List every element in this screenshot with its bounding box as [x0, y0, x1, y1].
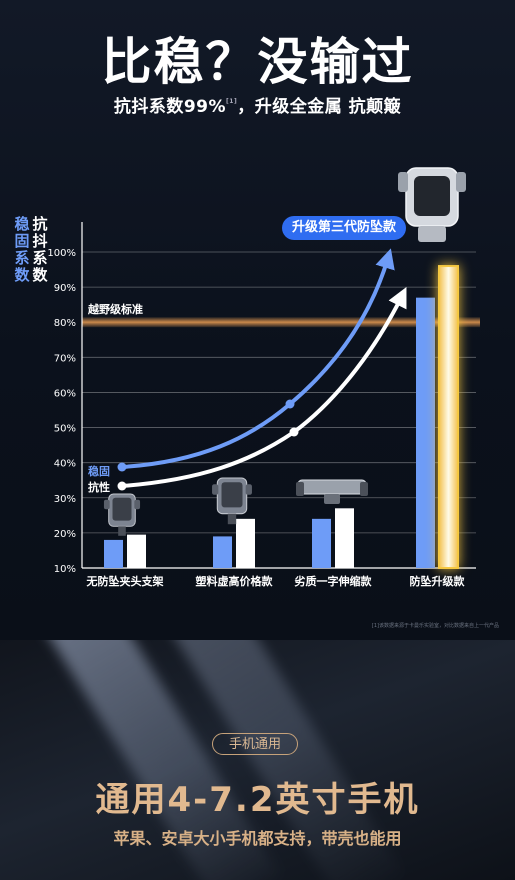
bar-stability — [416, 297, 435, 568]
bar-resistance — [236, 518, 255, 568]
resistance-curve-label: 抗性 — [88, 480, 110, 494]
product-image-upgraded-holder — [398, 167, 466, 242]
holder-arm-left — [296, 482, 304, 496]
compatibility-section — [0, 640, 515, 880]
holder-arm-left — [103, 499, 110, 510]
page-subtitle: 抗抖系数99%[1]，升级全金属 抗颠簸 — [0, 92, 515, 117]
y-axis-label-char: 系 — [14, 249, 30, 267]
holder-face — [112, 497, 132, 521]
y-axis-label-char: 数 — [14, 266, 30, 284]
page-title: 比稳？没输过 — [101, 33, 414, 91]
chart-footnote: [1]该数据来源于卡曼乐实验室，对比数据来自上一代产品 — [371, 623, 499, 629]
stability-curve-point — [117, 462, 127, 472]
compatibility-subtitle: 苹果、安卓大小手机都支持，带壳也能用 — [113, 829, 402, 848]
subtitle-footnote-marker: [1] — [226, 98, 238, 105]
compatibility-headline: 通用4-7.2英寸手机 — [95, 780, 420, 820]
bar-stability — [104, 539, 123, 568]
y-axis-label-shake-resistance: 抗抖系数 — [31, 216, 49, 284]
stability-curve-point — [285, 399, 295, 409]
y-tick-label: 40% — [54, 459, 76, 470]
subtitle-tail: ，升级全金属 抗颠簸 — [237, 97, 402, 117]
bar-resistance — [127, 534, 146, 568]
y-axis-label-char: 稳 — [14, 215, 30, 233]
reference-line — [82, 317, 480, 328]
holder-arm-right — [245, 484, 252, 495]
holder-arm-right — [456, 172, 466, 192]
holder-bar — [297, 479, 367, 495]
y-axis-label-char: 固 — [14, 232, 30, 250]
product-image-telescopic-holder — [296, 479, 368, 504]
holder-arm-left — [212, 484, 219, 495]
holder-clip — [118, 526, 126, 536]
stability-trend-curve — [121, 248, 395, 469]
holder-clip — [227, 513, 237, 525]
y-tick-label: 80% — [54, 318, 76, 329]
y-tick-label: 60% — [54, 388, 76, 399]
holder-arm-right — [134, 499, 141, 510]
holder-face — [414, 176, 450, 216]
highlight-badge: 升级第三代防坠款 — [282, 216, 407, 240]
product-image-clip-holder — [103, 493, 141, 536]
y-axis-label-char: 抖 — [32, 232, 48, 250]
holder-base — [418, 226, 446, 242]
y-axis-label-stability: 稳固系数 — [13, 216, 31, 284]
x-category-label: 劣质一字伸缩款 — [295, 574, 373, 588]
comparison-chart: 10% 20% 30% 40% 50% 60% 70% 80% 90% 100% 无防坠夹头支架 塑料… — [47, 167, 480, 588]
y-tick-label: 90% — [54, 283, 76, 294]
holder-clip — [324, 494, 340, 504]
x-category-label: 无防坠夹头支架 — [86, 574, 164, 588]
product-image-plastic-holder — [212, 477, 252, 525]
chart-section: 比稳？没输过 抗抖系数99%[1]，升级全金属 抗颠簸 稳固系数 抗抖系数 — [0, 0, 515, 640]
stability-curve-label: 稳固 — [88, 464, 110, 478]
holder-face — [221, 482, 243, 508]
y-axis-label-char: 数 — [32, 266, 48, 284]
y-tick-label: 20% — [54, 529, 76, 540]
holder-arm-right — [360, 482, 368, 496]
subtitle-main: 抗抖系数99% — [113, 97, 227, 117]
y-tick-label: 50% — [54, 424, 76, 435]
x-category-label: 塑料虚高价格款 — [196, 574, 274, 588]
y-tick-label: 30% — [54, 494, 76, 505]
bar-resistance — [438, 265, 459, 569]
y-tick-label: 70% — [54, 353, 76, 364]
y-axis-label-char: 系 — [32, 249, 48, 267]
y-tick-label: 10% — [54, 564, 76, 575]
holder-arm-left — [398, 172, 408, 192]
bar-resistance — [335, 508, 354, 568]
y-axis-label-char: 抗 — [32, 215, 48, 233]
bar-stability — [312, 518, 331, 568]
resistance-curve-point — [117, 481, 127, 491]
bar-stability — [213, 536, 232, 568]
category-tag: 手机通用 — [212, 733, 298, 755]
x-category-label: 防坠升级款 — [410, 574, 466, 588]
resistance-curve-point — [289, 427, 299, 437]
reference-line-label: 越野级标准 — [87, 302, 143, 316]
y-tick-label: 100% — [47, 248, 76, 259]
